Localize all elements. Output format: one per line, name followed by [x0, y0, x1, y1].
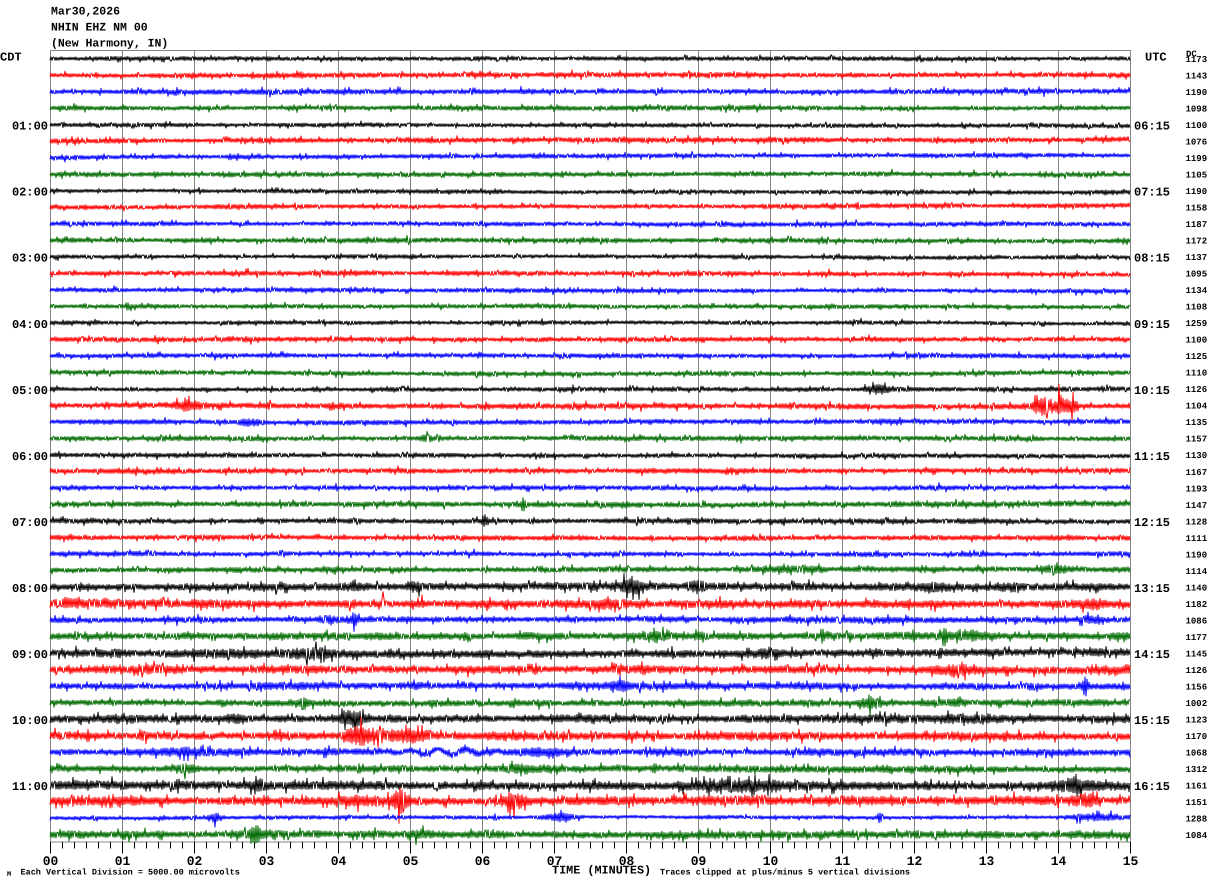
svg-text:1123: 1123 — [1186, 715, 1208, 725]
svg-text:1104: 1104 — [1186, 402, 1208, 412]
svg-text:08:15: 08:15 — [1134, 252, 1170, 266]
svg-text:07:00: 07:00 — [12, 516, 48, 530]
svg-text:1126: 1126 — [1186, 385, 1208, 395]
svg-text:1130: 1130 — [1186, 451, 1208, 461]
svg-text:06:15: 06:15 — [1134, 120, 1170, 134]
svg-text:1108: 1108 — [1186, 303, 1208, 313]
svg-text:02:00: 02:00 — [12, 186, 48, 200]
svg-text:1143: 1143 — [1186, 72, 1208, 82]
svg-text:09:15: 09:15 — [1134, 318, 1170, 332]
svg-text:14:15: 14:15 — [1134, 648, 1170, 662]
svg-text:06: 06 — [475, 854, 491, 869]
svg-text:1098: 1098 — [1186, 105, 1208, 115]
svg-text:1157: 1157 — [1186, 435, 1208, 445]
svg-text:01:00: 01:00 — [12, 120, 48, 134]
svg-text:13: 13 — [979, 854, 995, 869]
svg-text:1190: 1190 — [1186, 550, 1208, 560]
svg-text:1084: 1084 — [1186, 831, 1208, 841]
svg-text:1170: 1170 — [1186, 732, 1208, 742]
svg-text:1177: 1177 — [1186, 633, 1208, 643]
svg-text:03:00: 03:00 — [12, 252, 48, 266]
svg-text:CDT: CDT — [0, 51, 22, 65]
svg-text:13:15: 13:15 — [1134, 582, 1170, 596]
svg-text:12:15: 12:15 — [1134, 516, 1170, 530]
svg-text:08:00: 08:00 — [12, 582, 48, 596]
svg-text:1076: 1076 — [1186, 138, 1208, 148]
svg-text:15: 15 — [1123, 854, 1139, 869]
svg-text:03: 03 — [259, 854, 275, 869]
svg-text:11:15: 11:15 — [1134, 450, 1170, 464]
svg-text:06:00: 06:00 — [12, 450, 48, 464]
svg-text:Mar30,2026: Mar30,2026 — [51, 6, 120, 19]
svg-text:12: 12 — [907, 854, 923, 869]
svg-text:1167: 1167 — [1186, 468, 1208, 478]
svg-text:1100: 1100 — [1186, 121, 1208, 131]
svg-text:1140: 1140 — [1186, 583, 1208, 593]
svg-text:Each Vertical Division = 5000.: Each Vertical Division = 5000.00 microvo… — [21, 868, 240, 878]
svg-text:1086: 1086 — [1186, 616, 1208, 626]
svg-text:(New Harmony, IN): (New Harmony, IN) — [51, 38, 168, 51]
svg-text:1173: 1173 — [1186, 55, 1208, 65]
svg-text:1151: 1151 — [1186, 798, 1208, 808]
svg-text:1199: 1199 — [1186, 154, 1208, 164]
svg-text:1190: 1190 — [1186, 187, 1208, 197]
svg-text:04: 04 — [331, 854, 347, 869]
svg-text:1259: 1259 — [1186, 319, 1208, 329]
svg-text:07:15: 07:15 — [1134, 186, 1170, 200]
svg-text:1172: 1172 — [1186, 237, 1208, 247]
svg-text:1114: 1114 — [1186, 567, 1208, 577]
svg-text:1193: 1193 — [1186, 484, 1208, 494]
svg-text:1135: 1135 — [1186, 418, 1208, 428]
svg-text:1137: 1137 — [1186, 253, 1208, 263]
svg-text:1182: 1182 — [1186, 600, 1208, 610]
svg-text:1145: 1145 — [1186, 649, 1208, 659]
svg-text:TIME (MINUTES): TIME (MINUTES) — [552, 864, 651, 878]
svg-text:Traces clipped at plus/minus 5: Traces clipped at plus/minus 5 vertical … — [660, 868, 910, 878]
svg-text:05: 05 — [403, 854, 419, 869]
svg-text:11: 11 — [835, 854, 851, 869]
svg-text:04:00: 04:00 — [12, 318, 48, 332]
svg-text:05:00: 05:00 — [12, 384, 48, 398]
svg-text:15:15: 15:15 — [1134, 714, 1170, 728]
svg-text:07: 07 — [547, 854, 563, 869]
svg-text:14: 14 — [1051, 854, 1067, 869]
svg-text:1128: 1128 — [1186, 517, 1208, 527]
svg-text:1187: 1187 — [1186, 220, 1208, 230]
svg-text:10: 10 — [763, 854, 779, 869]
svg-text:1126: 1126 — [1186, 666, 1208, 676]
svg-text:1161: 1161 — [1186, 781, 1208, 791]
svg-text:1147: 1147 — [1186, 501, 1208, 511]
svg-text:1110: 1110 — [1186, 369, 1208, 379]
svg-text:NHIN EHZ NM 00: NHIN EHZ NM 00 — [51, 22, 148, 35]
svg-text:M: M — [7, 871, 11, 879]
svg-text:00: 00 — [43, 854, 59, 869]
svg-text:08: 08 — [619, 854, 635, 869]
svg-text:11:00: 11:00 — [12, 780, 48, 794]
svg-text:09: 09 — [691, 854, 707, 869]
svg-text:1105: 1105 — [1186, 171, 1208, 181]
svg-text:UTC: UTC — [1145, 51, 1167, 65]
svg-text:01: 01 — [115, 854, 131, 869]
svg-text:16:15: 16:15 — [1134, 780, 1170, 794]
svg-text:1156: 1156 — [1186, 682, 1208, 692]
svg-text:1100: 1100 — [1186, 336, 1208, 346]
svg-text:09:00: 09:00 — [12, 648, 48, 662]
svg-text:1002: 1002 — [1186, 699, 1208, 709]
svg-text:1288: 1288 — [1186, 814, 1208, 824]
svg-text:1111: 1111 — [1186, 534, 1208, 544]
svg-text:1190: 1190 — [1186, 88, 1208, 98]
svg-text:02: 02 — [187, 854, 203, 869]
svg-text:DC: DC — [1186, 49, 1197, 59]
svg-text:1158: 1158 — [1186, 204, 1208, 214]
svg-text:1068: 1068 — [1186, 748, 1208, 758]
svg-text:10:00: 10:00 — [12, 714, 48, 728]
svg-text:1312: 1312 — [1186, 765, 1208, 775]
svg-text:1125: 1125 — [1186, 352, 1208, 362]
svg-text:10:15: 10:15 — [1134, 384, 1170, 398]
svg-text:1134: 1134 — [1186, 286, 1208, 296]
svg-text:1095: 1095 — [1186, 270, 1208, 280]
